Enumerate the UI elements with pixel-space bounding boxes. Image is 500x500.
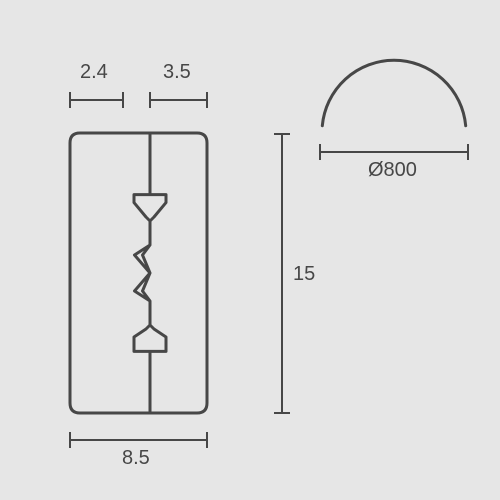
dim-top-left-label: 2.4: [80, 62, 108, 82]
technical-drawing: 2.4 3.5 8.5 15 Ø800: [0, 0, 500, 500]
drawing-svg: [0, 0, 500, 500]
dim-bottom-label: 8.5: [122, 448, 150, 468]
dim-top-right-label: 3.5: [163, 62, 191, 82]
profile-outline: [70, 133, 207, 413]
dim-height-label: 15: [293, 264, 315, 284]
dim-diameter-label: Ø800: [368, 160, 417, 180]
arc-shape: [322, 60, 465, 125]
